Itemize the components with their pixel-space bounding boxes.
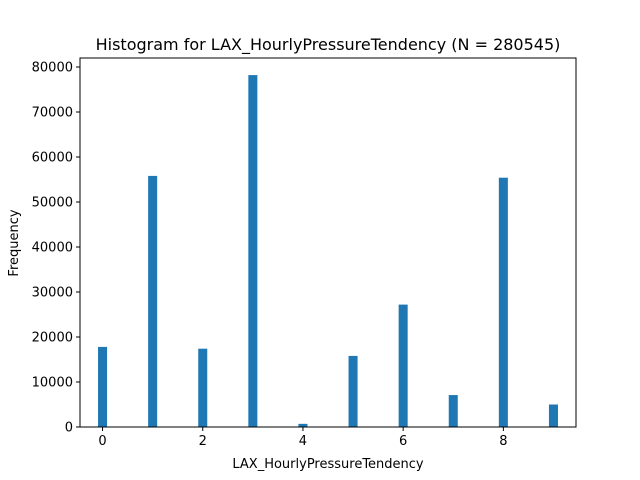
histogram-bar-5 — [348, 355, 358, 427]
histogram-bar-3 — [248, 75, 258, 427]
x-tick-label-8: 8 — [499, 434, 507, 449]
y-tick-label-30000: 30000 — [32, 286, 73, 301]
histogram-bar-6 — [398, 304, 408, 427]
y-tick-label-50000: 50000 — [32, 196, 73, 211]
histogram-bar-7 — [448, 395, 458, 427]
histogram-bar-0 — [98, 346, 108, 427]
x-tick-label-4: 4 — [299, 434, 307, 449]
bars-group — [98, 75, 558, 427]
histogram-bar-2 — [198, 348, 208, 427]
plot-area-frame — [79, 57, 577, 428]
y-tick-label-70000: 70000 — [32, 106, 73, 121]
x-axis-ticks: 0 2 4 6 8 — [98, 427, 507, 449]
y-axis-ticks: 0 10000 20000 30000 40000 50000 60000 70000 8000… — [32, 61, 80, 436]
histogram-bar-4 — [298, 423, 308, 427]
x-axis-label: LAX_HourlyPressureTendency — [232, 457, 424, 472]
chart-title: Histogram for LAX_HourlyPressureTendency… — [96, 35, 561, 55]
y-tick-label-60000: 60000 — [32, 151, 73, 166]
histogram-bar-1 — [148, 175, 158, 427]
y-tick-label-10000: 10000 — [32, 376, 73, 391]
y-tick-label-40000: 40000 — [32, 241, 73, 256]
histogram-bar-9 — [548, 404, 558, 427]
x-tick-label-0: 0 — [98, 434, 106, 449]
histogram-bar-8 — [498, 177, 508, 427]
y-axis-label: Frequency — [7, 209, 22, 276]
y-tick-label-20000: 20000 — [32, 331, 73, 346]
x-tick-label-2: 2 — [199, 434, 207, 449]
y-tick-label-80000: 80000 — [32, 61, 73, 76]
x-tick-label-6: 6 — [399, 434, 407, 449]
y-tick-label-0: 0 — [65, 421, 73, 436]
